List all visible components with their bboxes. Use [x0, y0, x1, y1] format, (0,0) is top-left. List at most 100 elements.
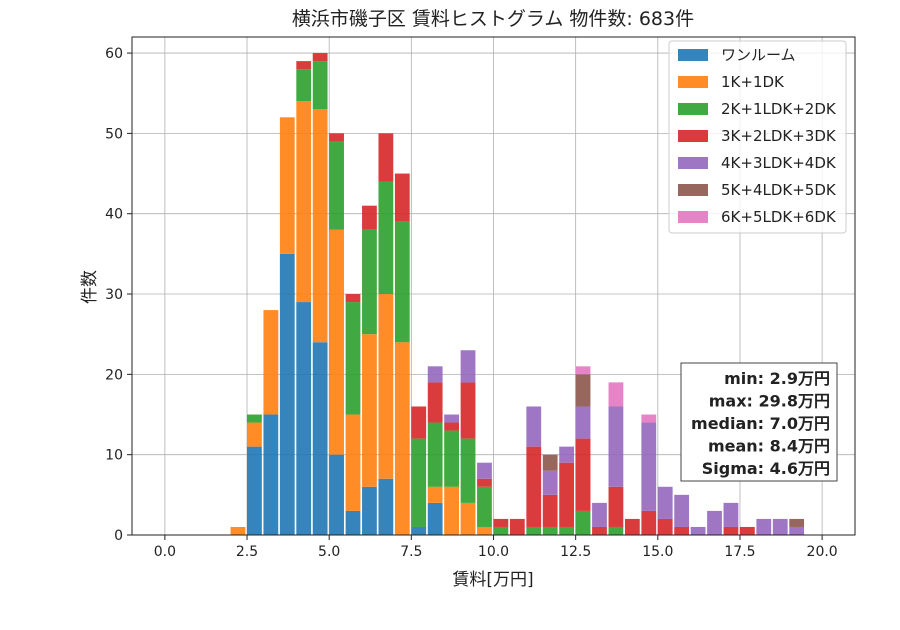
stats-box-frame: [680, 362, 838, 482]
chart-title: 横浜市磯子区 賃料ヒストグラム 物件数: 683件: [292, 8, 694, 30]
histogram-bar: [427, 486, 443, 503]
histogram-bar: [723, 502, 739, 527]
histogram-bar: [526, 526, 542, 535]
histogram-bar: [411, 438, 427, 527]
histogram-bar: [789, 526, 805, 535]
x-tick-label: 15.0: [642, 544, 673, 560]
histogram-bar: [444, 414, 459, 423]
histogram-bar: [444, 430, 459, 487]
histogram-bar: [477, 526, 492, 535]
histogram-bar: [263, 414, 279, 535]
histogram-bar: [477, 486, 492, 527]
histogram-bar: [247, 446, 262, 535]
histogram-bar: [312, 61, 328, 110]
histogram-bar: [460, 350, 476, 383]
stats-line: min: 2.9万円: [724, 369, 830, 388]
histogram-bar: [296, 69, 312, 102]
histogram-bar: [690, 526, 706, 535]
histogram-bar: [345, 302, 361, 415]
histogram-bar: [477, 478, 492, 487]
histogram-bar: [641, 510, 657, 535]
histogram-bar: [526, 406, 542, 447]
histogram-bar: [362, 486, 377, 535]
histogram-bar: [411, 526, 427, 535]
histogram-bar: [247, 422, 262, 447]
legend-label: 3K+2LDK+3DK: [721, 127, 837, 145]
histogram-bar: [608, 486, 624, 527]
histogram-bar: [723, 526, 739, 535]
histogram-bar: [575, 374, 591, 407]
histogram-bar: [509, 518, 525, 535]
histogram-bar: [378, 133, 394, 182]
legend-label: 5K+4LDK+5DK: [721, 181, 837, 199]
histogram-bar: [362, 205, 377, 230]
histogram-bar: [263, 310, 279, 415]
legend-swatch: [678, 211, 708, 223]
histogram-bar: [378, 181, 394, 295]
x-tick-label: 12.5: [560, 544, 591, 560]
histogram-bar: [542, 526, 558, 535]
stats-line: mean: 8.4万円: [708, 437, 830, 456]
x-tick-label: 0.0: [154, 544, 176, 560]
histogram-bar: [312, 109, 328, 343]
histogram-bar: [247, 414, 262, 423]
histogram-bar: [592, 526, 607, 535]
x-tick-label: 5.0: [318, 544, 340, 560]
histogram-bar: [312, 53, 328, 62]
histogram-bar: [493, 518, 509, 527]
legend-label: 4K+3LDK+4DK: [721, 154, 837, 172]
histogram-bar: [394, 221, 410, 343]
legend-label: ワンルーム: [721, 46, 796, 64]
histogram-bar: [230, 526, 246, 535]
y-tick-label: 60: [105, 46, 123, 62]
x-tick-label: 20.0: [807, 544, 838, 560]
histogram-bar: [427, 382, 443, 423]
stats-box: min: 2.9万円 max: 29.8万円 median: 7.0万円 mean: …: [680, 362, 838, 482]
histogram-bar: [789, 518, 805, 527]
histogram-bar: [378, 294, 394, 479]
histogram-bar: [575, 510, 591, 535]
legend-swatch: [678, 184, 708, 196]
histogram-bar: [559, 446, 575, 463]
histogram-bar: [296, 61, 312, 70]
histogram-bar: [460, 382, 476, 439]
histogram-bar: [575, 406, 591, 439]
histogram-bar: [575, 366, 591, 375]
histogram-bar: [444, 422, 459, 431]
legend-swatch: [678, 49, 708, 61]
legend-label: 2K+1LDK+2DK: [721, 100, 837, 118]
y-tick-label: 50: [105, 126, 123, 142]
legend: ワンルーム 1K+1DK 2K+1LDK+2DK 3K+2LDK+3DK 4K+3LDK…: [668, 40, 847, 234]
histogram-bar: [362, 334, 377, 487]
histogram-bar: [427, 422, 443, 487]
x-tick-label: 2.5: [236, 544, 258, 560]
y-tick-label: 40: [105, 207, 123, 223]
axis-ticks: 0.0 2.5 5.0 7.5 10.0 12.5 15.0 17.5 20.0 0 10 20 30 4…: [105, 46, 838, 560]
histogram-bar: [739, 526, 755, 535]
histogram-bar: [657, 486, 673, 519]
histogram-bar: [542, 454, 558, 471]
histogram-bar: [345, 510, 361, 535]
histogram-bar: [624, 518, 640, 535]
y-tick-label: 30: [105, 287, 123, 303]
legend-swatch: [678, 157, 708, 169]
y-axis-label: 件数: [80, 270, 100, 304]
stats-line: Sigma: 4.6万円: [702, 459, 830, 478]
histogram-bar: [345, 414, 361, 511]
histogram-bar: [641, 422, 657, 511]
histogram-bar: [394, 342, 410, 535]
histogram-bar: [493, 526, 509, 535]
x-tick-label: 7.5: [400, 544, 422, 560]
histogram-bar: [674, 526, 690, 535]
legend-box: [668, 40, 847, 234]
histogram-bar: [608, 526, 624, 535]
histogram-bar: [772, 518, 788, 535]
histogram-bar: [477, 462, 492, 479]
histogram-bar: [345, 294, 361, 303]
histogram-bar: [296, 101, 312, 303]
histogram-bar: [296, 302, 312, 535]
legend-swatch: [678, 130, 708, 142]
legend-label: 1K+1DK: [721, 73, 785, 91]
histogram-bar: [329, 229, 344, 455]
